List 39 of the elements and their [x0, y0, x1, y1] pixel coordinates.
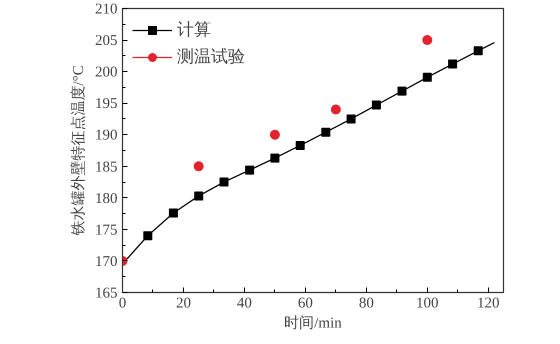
- legend-label: 计算: [177, 19, 211, 41]
- y-tick-label: 195: [95, 96, 118, 112]
- point: [194, 191, 204, 200]
- point: [168, 208, 178, 218]
- point: [448, 60, 458, 69]
- y-tick-label: 165: [95, 286, 118, 302]
- point: [398, 86, 406, 96]
- point: [296, 140, 305, 150]
- x-tick-label: 60: [298, 296, 313, 312]
- y-tick-label: 205: [95, 33, 118, 50]
- point: [422, 35, 432, 46]
- y-axis-title: 铁水罐外壁特征点温度/°C: [70, 65, 87, 237]
- y-tick-label: 200: [95, 64, 118, 81]
- x-tick-label: 40: [236, 296, 252, 312]
- y-tick-label: 170: [95, 254, 118, 270]
- point: [330, 104, 341, 114]
- x-tick-label: 0: [118, 296, 126, 312]
- y-tick-label: 175: [95, 222, 118, 238]
- y-tick-label: 180: [95, 190, 118, 207]
- point: [270, 130, 280, 140]
- x-axis-title: 时间/min: [284, 314, 342, 332]
- point: [372, 100, 381, 110]
- y-tick-label: 190: [95, 128, 118, 144]
- point: [346, 114, 356, 124]
- x-tick-label: 120: [477, 296, 500, 312]
- y-tick-label: 185: [95, 159, 118, 176]
- point: [245, 166, 254, 175]
- point: [220, 178, 228, 187]
- x-tick-label: 100: [416, 296, 439, 312]
- point: [422, 72, 432, 82]
- point: [194, 161, 204, 172]
- y-tick-label: 210: [95, 2, 118, 18]
- point: [270, 154, 280, 163]
- x-tick-label: 20: [176, 296, 191, 312]
- legend-label: 测温试验: [177, 46, 245, 68]
- x-tick-label: 80: [358, 296, 374, 312]
- point: [143, 231, 152, 240]
- point: [474, 46, 483, 56]
- point: [321, 128, 330, 137]
